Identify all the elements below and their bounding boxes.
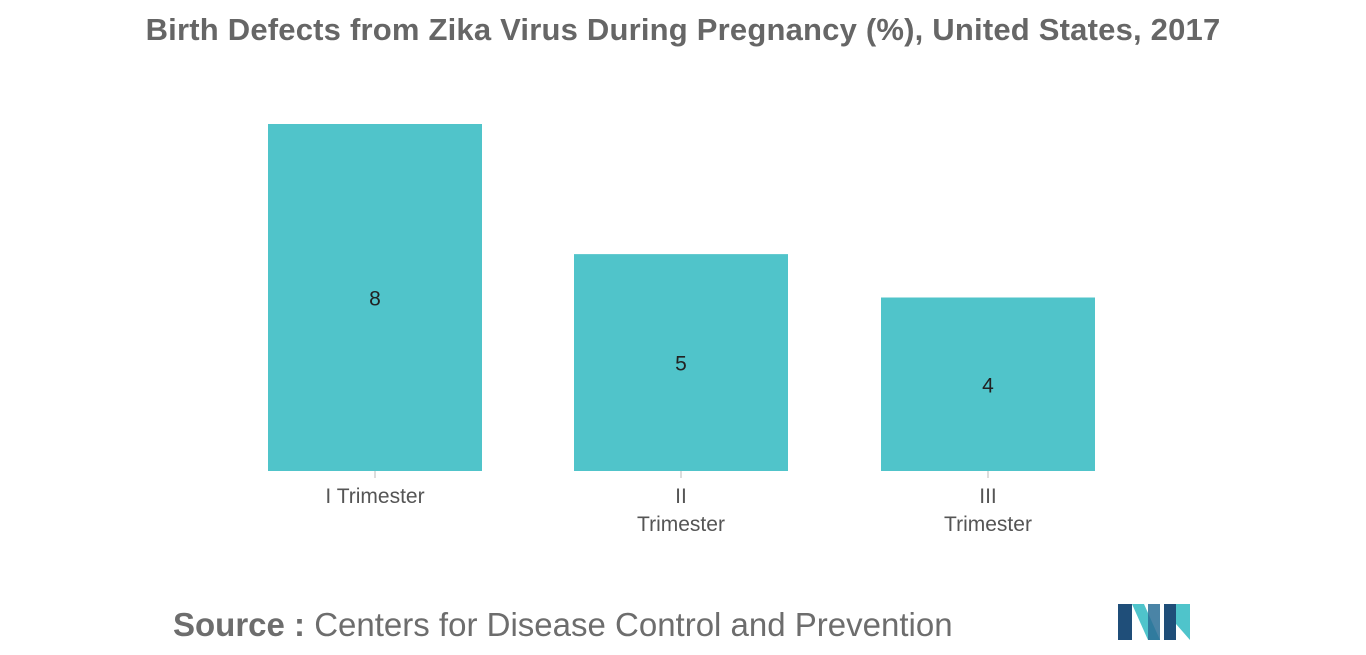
x-tick-label-3-line-2: Trimester [944,513,1032,536]
data-label-2: 5 [675,353,687,376]
source-text: Centers for Disease Control and Preventi… [314,606,953,643]
source-note: Source : Centers for Disease Control and… [173,606,953,644]
bar-1 [268,124,482,471]
x-tick-label-3-line-1: III [979,485,997,508]
x-ticks-group [374,471,989,478]
data-label-1: 8 [369,288,381,311]
data-labels-group: 8 5 4 [369,288,994,398]
data-label-3: 4 [982,374,994,397]
bar-2 [574,254,788,471]
bars-group [268,124,1095,471]
bar-chart: 8 5 4 I Trimester II Trimester III Trimester [268,124,1095,536]
source-label: Source : [173,606,306,643]
mordor-logo-icon [1118,604,1190,640]
x-tick-label-2-line-1: II [675,485,687,508]
bar-3 [881,297,1095,471]
chart-title: Birth Defects from Zika Virus During Pre… [145,12,1221,47]
x-tick-label-2-line-2: Trimester [637,513,725,536]
x-tick-labels-group: I Trimester II Trimester III Trimester [325,485,1032,536]
x-tick-label-1-line-1: I Trimester [325,485,424,508]
